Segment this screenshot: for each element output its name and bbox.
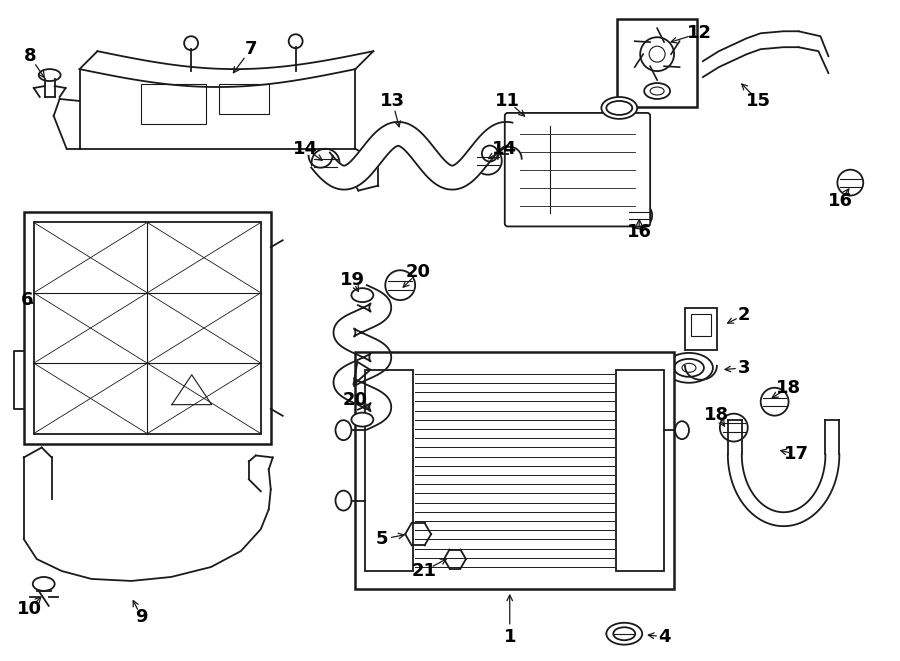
Text: 15: 15 bbox=[746, 92, 771, 110]
Bar bbox=[219, 84, 269, 114]
Text: 10: 10 bbox=[17, 600, 42, 618]
Text: 14: 14 bbox=[492, 139, 517, 158]
Bar bbox=[691, 314, 711, 336]
Text: 14: 14 bbox=[293, 139, 318, 158]
Bar bbox=[23, 212, 271, 444]
Text: 6: 6 bbox=[21, 291, 33, 309]
Ellipse shape bbox=[351, 288, 374, 302]
Bar bbox=[356, 352, 674, 589]
Text: 16: 16 bbox=[626, 223, 652, 241]
Ellipse shape bbox=[607, 101, 632, 115]
Bar bbox=[685, 308, 717, 350]
Bar bbox=[365, 370, 413, 571]
Text: 18: 18 bbox=[776, 379, 801, 397]
Text: 2: 2 bbox=[737, 306, 750, 324]
Ellipse shape bbox=[675, 421, 689, 439]
Bar bbox=[616, 370, 664, 571]
Polygon shape bbox=[311, 122, 512, 190]
Bar bbox=[34, 223, 261, 434]
Text: 5: 5 bbox=[376, 530, 389, 548]
Text: 7: 7 bbox=[245, 40, 257, 58]
Text: 20: 20 bbox=[406, 263, 430, 281]
Ellipse shape bbox=[601, 97, 637, 119]
Text: 19: 19 bbox=[340, 271, 364, 290]
Text: 21: 21 bbox=[411, 562, 436, 580]
Text: 9: 9 bbox=[135, 608, 148, 626]
Bar bbox=[617, 19, 697, 107]
Text: 11: 11 bbox=[495, 92, 520, 110]
Text: 1: 1 bbox=[503, 628, 516, 646]
Ellipse shape bbox=[336, 490, 351, 510]
Text: 17: 17 bbox=[784, 446, 809, 463]
Text: 8: 8 bbox=[23, 47, 36, 65]
Text: 3: 3 bbox=[737, 359, 750, 377]
Text: 16: 16 bbox=[828, 192, 853, 210]
Text: 4: 4 bbox=[658, 628, 670, 646]
Bar bbox=[141, 84, 206, 124]
Text: 12: 12 bbox=[687, 24, 711, 42]
Text: 18: 18 bbox=[705, 406, 729, 424]
Ellipse shape bbox=[351, 412, 374, 426]
Text: 20: 20 bbox=[343, 391, 368, 408]
Polygon shape bbox=[334, 285, 392, 430]
FancyBboxPatch shape bbox=[505, 113, 650, 227]
Ellipse shape bbox=[336, 420, 351, 440]
Text: 13: 13 bbox=[380, 92, 405, 110]
